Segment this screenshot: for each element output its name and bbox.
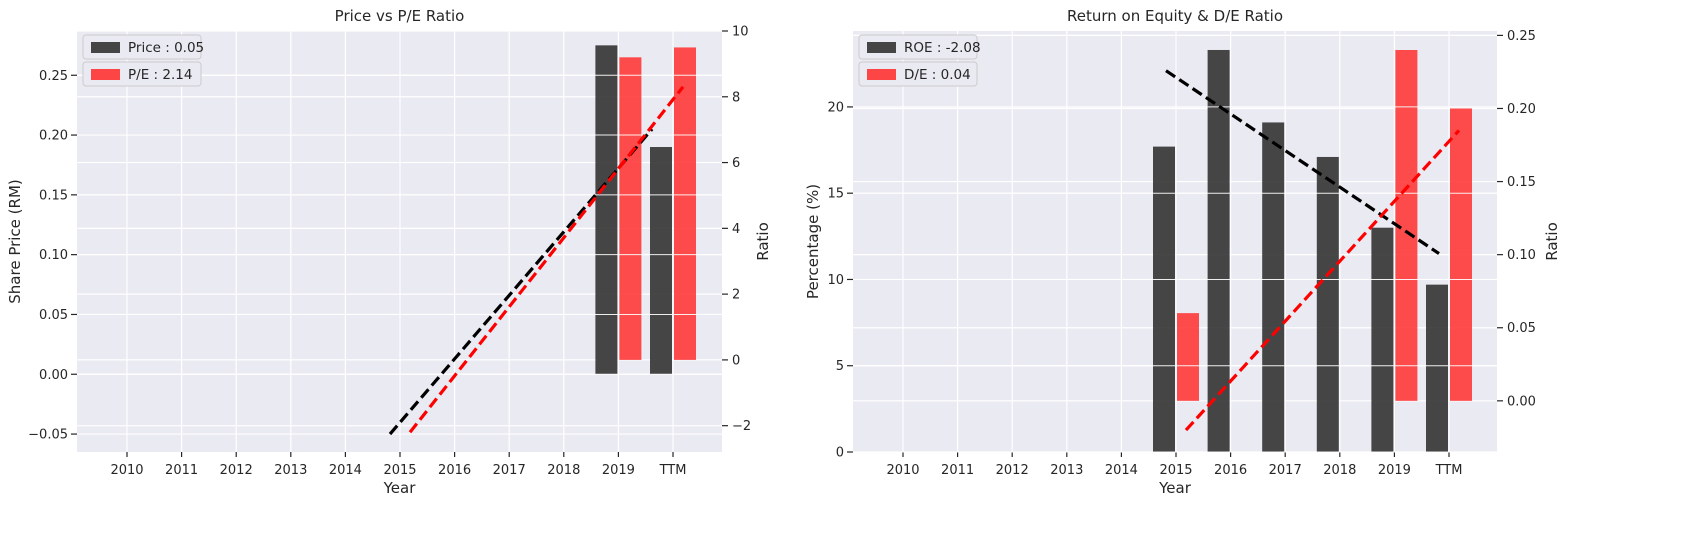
x-tick-label: 2018	[1323, 463, 1356, 478]
bar-secondary	[1177, 313, 1199, 401]
y2-axis-label: Ratio	[754, 222, 772, 261]
x-tick-label: 2014	[1105, 463, 1138, 478]
y-tick-label: 0.20	[39, 129, 68, 144]
bar-secondary	[1450, 108, 1472, 401]
x-tick-label: 2017	[493, 463, 526, 478]
x-axis-label: Year	[1158, 479, 1192, 497]
bar-secondary	[674, 47, 696, 360]
x-tick-label: 2019	[1378, 463, 1411, 478]
legend-swatch	[867, 42, 896, 53]
legend-label: Price : 0.05	[128, 40, 204, 56]
bar-primary	[1371, 227, 1394, 452]
chart-panel-2: 0 5 10 15 20 0.00 0.05 0.10 0.15 0.20 0.25 2010 2011…	[804, 7, 1561, 497]
x-tick-label: 2015	[383, 463, 416, 478]
legend-label: P/E : 2.14	[128, 67, 192, 83]
y-tick-label: 20	[827, 100, 844, 115]
x-tick-label: 2011	[165, 463, 198, 478]
legend-swatch	[91, 42, 120, 53]
bar-secondary	[1395, 50, 1418, 401]
bar-primary	[1153, 146, 1175, 452]
legend-label: ROE : -2.08	[904, 40, 981, 56]
y2-tick-label: 8	[732, 90, 740, 105]
y-tick-label: 0.05	[39, 308, 68, 323]
x-tick-label: 2015	[1159, 463, 1192, 478]
chart-panel-1: −0.05 0.00 0.05 0.10 0.15 0.20 0.25 −2 0 2 4 6 8 10 20…	[6, 7, 772, 497]
x-tick-label: 2010	[110, 463, 143, 478]
x-tick-label: 2016	[1214, 463, 1247, 478]
y2-tick-label: 10	[732, 25, 749, 40]
y-tick-label: 10	[827, 273, 844, 288]
trend-line-secondary	[408, 85, 685, 434]
y2-tick-label: 0.00	[1507, 394, 1536, 409]
x-tick-label: 2013	[274, 463, 307, 478]
y-axis-label: Share Price (RM)	[6, 179, 24, 303]
bar-primary	[650, 147, 672, 375]
y-tick-label: −0.05	[28, 428, 68, 443]
x-tick-label: 2012	[220, 463, 253, 478]
bar-primary	[1426, 284, 1448, 452]
y2-tick-label: −2	[732, 419, 751, 434]
y-tick-label: 0.00	[39, 368, 68, 383]
y-tick-label: 0.10	[39, 248, 68, 263]
legend-label: D/E : 0.04	[904, 67, 971, 83]
y-axis-label: Percentage (%)	[804, 184, 822, 299]
y2-tick-label: 0.25	[1507, 29, 1536, 44]
y2-tick-label: 2	[732, 288, 740, 303]
x-tick-label: 2014	[329, 463, 362, 478]
x-tick-label: 2013	[1050, 463, 1083, 478]
y-tick-label: 5	[836, 359, 844, 374]
x-tick-label: 2016	[438, 463, 471, 478]
y-tick-label: 0.25	[39, 69, 68, 84]
y2-tick-label: 4	[732, 222, 740, 237]
y2-tick-label: 0	[732, 353, 740, 368]
trend-line-primary	[388, 128, 654, 436]
bar-secondary	[619, 57, 642, 360]
trend-line-secondary	[1184, 129, 1461, 432]
x-tick-label: TTM	[1435, 463, 1463, 478]
legend-swatch	[91, 69, 120, 80]
bar-primary	[595, 45, 618, 375]
chart-title: Price vs P/E Ratio	[335, 7, 465, 25]
y2-tick-label: 6	[732, 156, 740, 171]
y2-tick-label: 0.20	[1507, 102, 1536, 117]
x-tick-label: 2018	[547, 463, 580, 478]
y2-tick-label: 0.05	[1507, 321, 1536, 336]
x-tick-label: 2019	[602, 463, 635, 478]
x-tick-label: TTM	[659, 463, 687, 478]
x-tick-label: 2012	[996, 463, 1029, 478]
chart-title: Return on Equity & D/E Ratio	[1067, 7, 1283, 25]
x-tick-label: 2010	[886, 463, 919, 478]
y-tick-label: 15	[827, 187, 844, 202]
x-tick-label: 2017	[1269, 463, 1302, 478]
y-tick-label: 0	[836, 446, 844, 461]
bar-primary	[1207, 49, 1230, 453]
trend-line-primary	[1165, 69, 1440, 255]
x-tick-label: 2011	[941, 463, 974, 478]
x-axis-label: Year	[383, 479, 417, 497]
y-tick-label: 0.15	[39, 188, 68, 203]
y2-tick-label: 0.10	[1507, 248, 1536, 263]
y2-axis-label: Ratio	[1543, 222, 1561, 261]
y2-tick-label: 0.15	[1507, 175, 1536, 190]
bar-primary	[1262, 122, 1285, 453]
bar-primary	[1316, 156, 1339, 452]
legend-swatch	[867, 69, 896, 80]
